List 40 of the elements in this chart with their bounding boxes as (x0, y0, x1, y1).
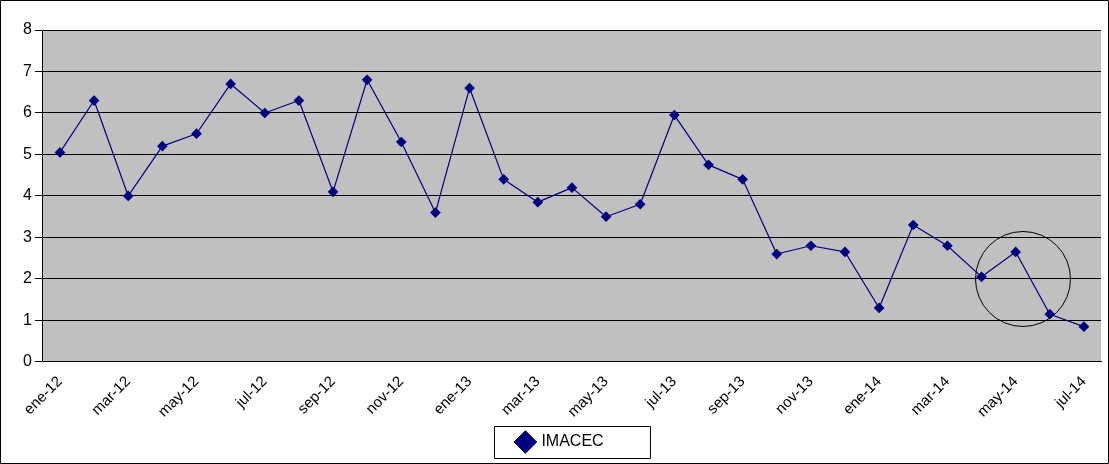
point (771, 248, 782, 260)
point (225, 78, 236, 90)
point (1078, 321, 1090, 332)
point (157, 141, 168, 152)
y-tick-label: 6 (22, 103, 32, 121)
point (191, 128, 202, 139)
y-tick-label: 7 (22, 61, 32, 79)
point (874, 302, 885, 314)
point (976, 271, 987, 282)
y-tick-label: 4 (22, 186, 32, 204)
point (669, 109, 680, 121)
point (464, 82, 475, 94)
y-tick-label: 0 (22, 352, 32, 370)
point (805, 240, 816, 251)
y-tick-label: 3 (22, 227, 32, 245)
point (942, 240, 953, 251)
y-tick-label: 2 (22, 269, 32, 287)
point (600, 211, 612, 222)
y-tick-label: 1 (22, 310, 32, 328)
point (89, 95, 100, 106)
point (1010, 246, 1021, 258)
point (566, 182, 578, 193)
point (737, 174, 748, 185)
point (259, 107, 270, 119)
point (703, 159, 714, 170)
point (498, 174, 509, 185)
point (839, 246, 851, 258)
y-tick-label: 5 (22, 144, 32, 162)
point (532, 197, 543, 208)
point (430, 207, 441, 218)
point (635, 199, 646, 210)
point (54, 147, 66, 158)
point (327, 186, 339, 197)
point (908, 219, 919, 231)
y-tick-label: 8 (22, 20, 32, 38)
point (362, 74, 373, 85)
point (293, 95, 304, 106)
legend-label: IMACEC (541, 432, 604, 450)
point (396, 136, 407, 148)
point (123, 190, 134, 202)
